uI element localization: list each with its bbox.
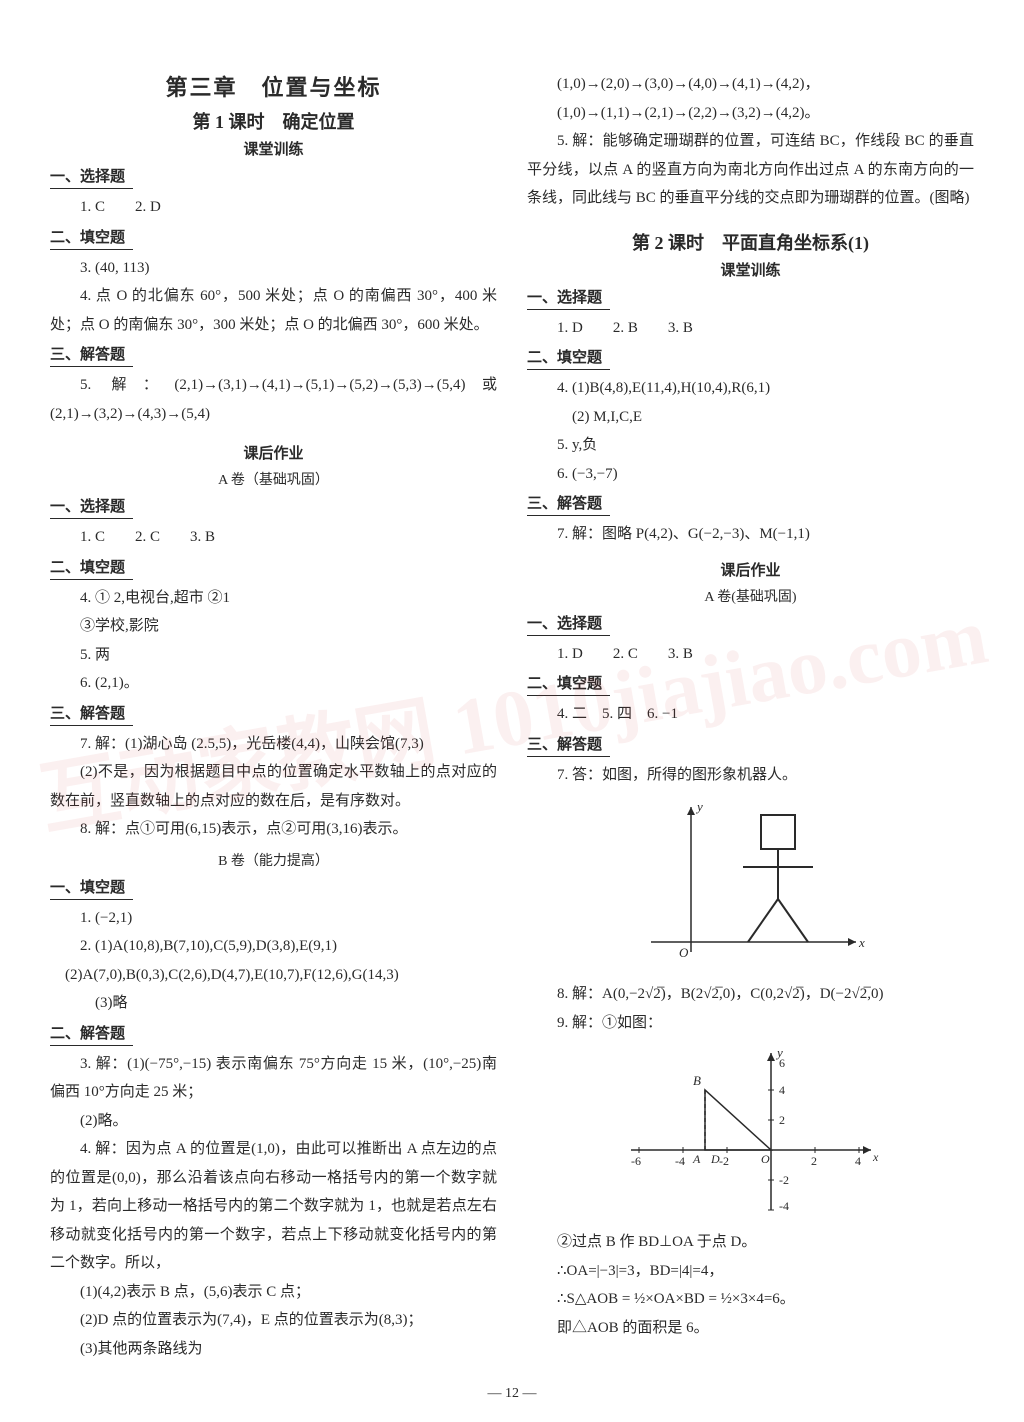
cat-choice: 一、选择题 — [50, 165, 497, 189]
bq2c: (3)略 — [50, 989, 497, 1018]
svg-text:O: O — [761, 1152, 770, 1166]
left-column: 第三章 位置与坐标 第 1 课时 确定位置 课堂训练 一、选择题 1. C 2.… — [50, 70, 497, 1363]
r-cat-ans: 三、解答题 — [527, 492, 974, 516]
q1: 1. C 2. D — [50, 193, 497, 222]
raq4: 4. 二 5. 四 6. −1 — [527, 700, 974, 729]
raq1: 1. D 2. C 3. B — [527, 640, 974, 669]
bq3a: 3. 解：(1)(−75°,−15) 表示南偏东 75°方向走 15 米，(10… — [50, 1050, 497, 1107]
page-number: — 12 — — [0, 1386, 1024, 1402]
q5: 5. 解：(2,1)→(3,1)→(4,1)→(5,1)→(5,2)→(5,3)… — [50, 371, 497, 428]
lesson2: 第 2 课时 平面直角坐标系(1) — [527, 229, 974, 255]
raq9c: ∴OA=|−3|=3，BD=|4|=4， — [527, 1257, 974, 1286]
rq1: 1. D 2. B 3. B — [527, 314, 974, 343]
robot-figure: O x y — [527, 797, 974, 972]
b-cat-fill: 一、填空题 — [50, 876, 497, 900]
cat-fill: 二、填空题 — [50, 226, 497, 250]
bq4b: (1)(4,2)表示 B 点，(5,6)表示 C 点； — [50, 1278, 497, 1307]
aq7b: (2)不是，因为根据题目中点的位置确定水平数轴上的点对应的数在前，竖直数轴上的点… — [50, 758, 497, 815]
ra-cat-ans: 三、解答题 — [527, 733, 974, 757]
chapter-title: 第三章 位置与坐标 — [50, 70, 497, 102]
svg-text:-6: -6 — [631, 1154, 641, 1168]
section-ketang: 课堂训练 — [50, 138, 497, 159]
aq6: 6. (2,1)。 — [50, 669, 497, 698]
ra-cat-fill: 二、填空题 — [527, 672, 974, 696]
aq8: 8. 解：点①可用(6,15)表示，点②可用(3,16)表示。 — [50, 815, 497, 844]
r-cat-choice: 一、选择题 — [527, 286, 974, 310]
rtop2: (1,0)→(1,1)→(2,1)→(2,2)→(3,2)→(4,2)。 — [527, 99, 974, 128]
svg-text:y: y — [695, 799, 703, 814]
rq4a: 4. (1)B(4,8),E(11,4),H(10,4),R(6,1) — [527, 374, 974, 403]
raq7: 7. 答：如图，所得的图形象机器人。 — [527, 761, 974, 790]
aq4a: 4. ① 2,电视台,超市 ②1 — [50, 584, 497, 613]
svg-text:O: O — [679, 945, 689, 960]
svg-text:6: 6 — [779, 1056, 785, 1070]
bq4c: (2)D 点的位置表示为(7,4)，E 点的位置表示为(8,3)； — [50, 1306, 497, 1335]
svg-text:4: 4 — [779, 1083, 785, 1097]
lesson-title: 第 1 课时 确定位置 — [50, 108, 497, 134]
rq5b: 5. y,负 — [527, 431, 974, 460]
raq9: 9. 解：①如图： — [527, 1009, 974, 1038]
svg-text:D: D — [710, 1152, 720, 1166]
rq7: 7. 解：图略 P(4,2)、G(−2,−3)、M(−1,1) — [527, 520, 974, 549]
right-column: (1,0)→(2,0)→(3,0)→(4,0)→(4,1)→(4,2)， (1,… — [527, 70, 974, 1363]
raq9b: ②过点 B 作 BD⊥OA 于点 D。 — [527, 1228, 974, 1257]
r-sec2a: A 卷(基础巩固) — [527, 586, 974, 606]
a-cat-ans: 三、解答题 — [50, 702, 497, 726]
svg-text:A: A — [692, 1152, 701, 1166]
page-two-column: 第三章 位置与坐标 第 1 课时 确定位置 课堂训练 一、选择题 1. C 2.… — [50, 70, 974, 1363]
section-A: A 卷（基础巩固） — [50, 469, 497, 489]
section-kehou: 课后作业 — [50, 442, 497, 463]
q4: 4. 点 O 的北偏东 60°，500 米处；点 O 的南偏西 30°，400 … — [50, 282, 497, 339]
aq7a: 7. 解：(1)湖心岛 (2.5,5)，光岳楼(4,4)，山陕会馆(7,3) — [50, 730, 497, 759]
bq1: 1. (−2,1) — [50, 904, 497, 933]
svg-text:-2: -2 — [719, 1154, 729, 1168]
r-cat-fill: 二、填空题 — [527, 346, 974, 370]
r-sec1: 课堂训练 — [527, 259, 974, 280]
rtop1: (1,0)→(2,0)→(3,0)→(4,0)→(4,1)→(4,2)， — [527, 70, 974, 99]
svg-text:-2: -2 — [779, 1173, 789, 1187]
rq5: 5. 解：能够确定珊瑚群的位置，可连结 BC，作线段 BC 的垂直平分线，以点 … — [527, 127, 974, 213]
svg-text:B: B — [693, 1073, 701, 1088]
coord-figure: y x O -6 -4 -2 2 4 — [527, 1045, 974, 1220]
aq5: 5. 两 — [50, 641, 497, 670]
q3: 3. (40, 113) — [50, 254, 497, 283]
bq4a: 4. 解：因为点 A 的位置是(1,0)，由此可以推断出 A 点左边的点的位置是… — [50, 1135, 497, 1278]
raq9e: 即△AOB 的面积是 6。 — [527, 1314, 974, 1343]
svg-text:4: 4 — [855, 1154, 861, 1168]
svg-text:-4: -4 — [675, 1154, 685, 1168]
svg-text:x: x — [872, 1150, 879, 1164]
raq9d: ∴S△AOB = ½×OA×BD = ½×3×4=6。 — [527, 1285, 974, 1314]
bq2a: 2. (1)A(10,8),B(7,10),C(5,9),D(3,8),E(9,… — [50, 932, 497, 961]
section-B: B 卷（能力提高） — [50, 850, 497, 870]
b-cat-ans: 二、解答题 — [50, 1022, 497, 1046]
svg-text:2: 2 — [779, 1113, 785, 1127]
a-cat-fill: 二、填空题 — [50, 556, 497, 580]
a-cat-choice: 一、选择题 — [50, 495, 497, 519]
aq1: 1. C 2. C 3. B — [50, 523, 497, 552]
raq8: 8. 解：A(0,−2√2̅)，B(2√2̅,0)，C(0,2√2̅)，D(−2… — [527, 980, 974, 1009]
svg-text:2: 2 — [811, 1154, 817, 1168]
rq6: 6. (−3,−7) — [527, 460, 974, 489]
bq3b: (2)略。 — [50, 1107, 497, 1136]
rq4b: (2) M,I,C,E — [527, 403, 974, 432]
ra-cat-choice: 一、选择题 — [527, 612, 974, 636]
aq4b: ③学校,影院 — [50, 612, 497, 641]
svg-text:x: x — [858, 935, 865, 950]
bq4d: (3)其他两条路线为 — [50, 1335, 497, 1364]
r-sec2: 课后作业 — [527, 559, 974, 580]
bq2b: (2)A(7,0),B(0,3),C(2,6),D(4,7),E(10,7),F… — [50, 961, 497, 990]
cat-ans: 三、解答题 — [50, 343, 497, 367]
svg-text:-4: -4 — [779, 1199, 789, 1213]
